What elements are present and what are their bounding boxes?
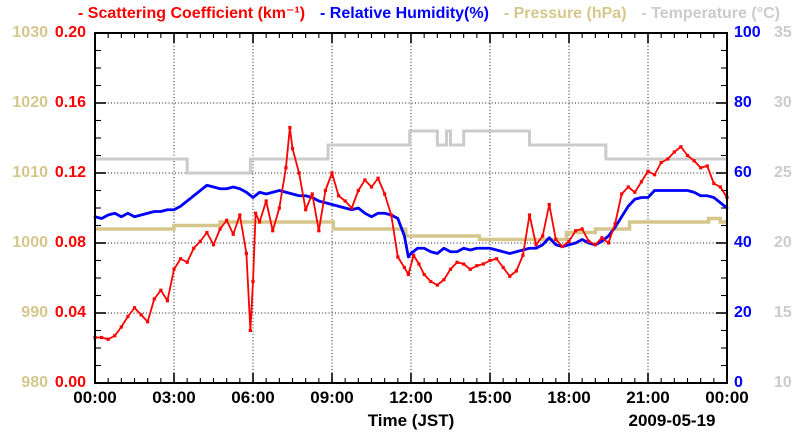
legend-item-scattering: - Scattering Coefficient (km⁻¹) [78, 5, 306, 22]
plot-frame [94, 32, 728, 384]
temperature-axis-tick-label: 30 [774, 94, 792, 111]
time-axis-tick-label: 09:00 [310, 388, 354, 407]
time-axis-tick-label: 21:00 [626, 388, 670, 407]
relative-humidity-series-line [93, 183, 729, 259]
legend-item-temperature: - Temperature (°C) [641, 5, 780, 22]
humidity-axis-tick-label: 20 [734, 304, 752, 321]
scattering-axis-tick-label: 0.12 [54, 164, 86, 181]
humidity-axis-tick-label: 80 [734, 94, 752, 111]
scattering-axis-tick-label: 0.04 [54, 304, 86, 321]
time-axis-tick-label: 06:00 [231, 388, 275, 407]
pressure-axis-tick-label: 980 [21, 374, 48, 391]
x-axis-title: Time (JST) [367, 411, 455, 430]
legend-item-humidity: - Relative Humidity(%) [320, 5, 489, 22]
scattering-axis-tick-label: 0.20 [54, 24, 86, 41]
time-axis-tick-label: 03:00 [152, 388, 196, 407]
pressure-axis-tick-label: 1010 [12, 164, 48, 181]
time-axis-tick-label: 12:00 [389, 388, 433, 407]
scattering-axis-tick-label: 0.16 [54, 94, 86, 111]
time-axis-tick-label: 00:00 [73, 388, 117, 407]
pressure-axis-tick-label: 1020 [12, 94, 48, 111]
time-axis-tick-label: 00:00 [705, 388, 749, 407]
humidity-axis-tick-label: 40 [734, 234, 752, 251]
humidity-axis-tick-label: 0 [734, 374, 743, 391]
pressure-series-line [95, 216, 727, 242]
pressure-axis-tick-label: 1000 [12, 234, 48, 251]
date-label: 2009-05-19 [628, 411, 716, 430]
temperature-axis-tick-label: 20 [774, 234, 792, 251]
legend-item-pressure: - Pressure (hPa) [503, 5, 627, 22]
legend: - Scattering Coefficient (km⁻¹) - Relati… [78, 3, 780, 23]
scattering-axis-tick-label: 0.00 [54, 374, 86, 391]
temperature-axis-tick-label: 35 [774, 24, 792, 41]
scattering-axis-tick-label: 0.08 [54, 234, 86, 251]
temperature-axis-tick-label: 15 [774, 304, 792, 321]
temperature-axis-tick-label: 25 [774, 164, 792, 181]
temperature-series-line [95, 129, 727, 175]
time-axis-tick-label: 18:00 [547, 388, 591, 407]
pressure-axis-tick-label: 1030 [12, 24, 48, 41]
temperature-axis-tick-label: 10 [774, 374, 792, 391]
time-axis-tick-label: 15:00 [468, 388, 512, 407]
humidity-axis-tick-label: 60 [734, 164, 752, 181]
humidity-axis-tick-label: 100 [734, 24, 761, 41]
pressure-axis-tick-label: 990 [21, 304, 48, 321]
